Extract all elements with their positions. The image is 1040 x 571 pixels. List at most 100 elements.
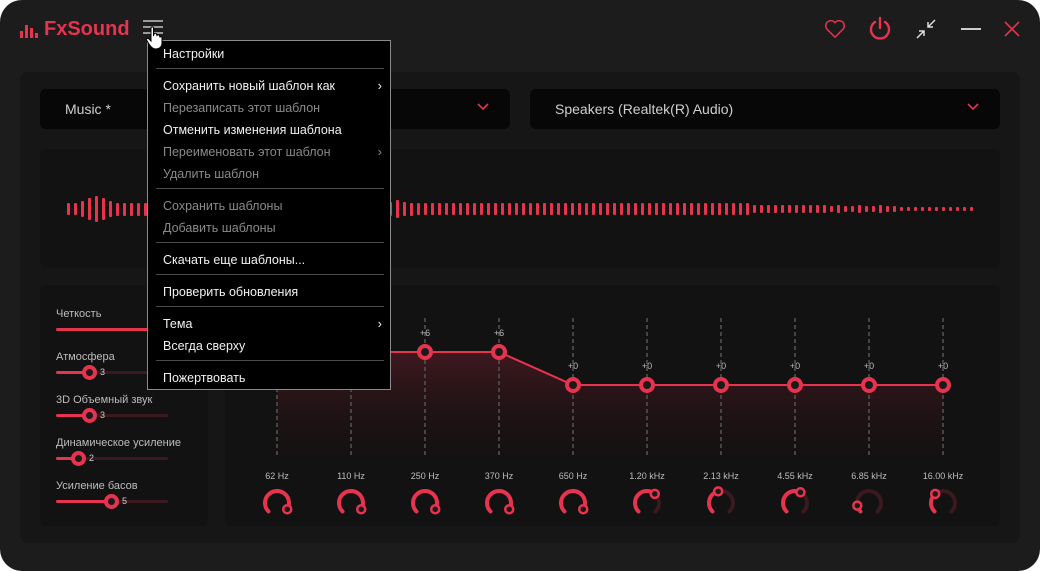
menu-item-label: Добавить шаблоны [163,221,276,235]
visualizer-bar [473,203,476,215]
output-device-dropdown[interactable]: Speakers (Realtek(R) Audio) [530,89,1000,129]
chevron-down-icon [476,101,490,115]
visualizer-bar [690,203,693,215]
eq-gain-label: +0 [937,361,949,371]
eq-knob-indicator[interactable] [929,488,941,500]
visualizer-bar [550,203,553,215]
eq-gain-label: +0 [567,361,579,371]
menu-item-label: Пожертвовать [163,371,246,385]
eq-knob[interactable] [559,489,587,514]
close-icon[interactable] [997,14,1027,44]
menu-item[interactable]: Тема › [163,314,382,334]
menu-item-label: Отменить изменения шаблона [163,123,342,137]
menu-item-label: Проверить обновления [163,285,299,299]
eq-knob-indicator[interactable] [712,486,724,497]
slider-thumb[interactable] [71,451,86,466]
visualizer-bar [907,207,910,211]
effect-label: Четкость [56,308,102,320]
menu-item[interactable]: Настройки [163,44,382,64]
menu-item[interactable]: Удалить шаблон [163,164,382,184]
eq-band-handle[interactable] [565,377,581,393]
visualizer-bar [886,205,889,213]
effect-slider[interactable]: 2 [56,451,168,466]
visualizer-bar [774,205,777,213]
eq-knob-indicator[interactable] [577,504,589,515]
menu-item[interactable]: Добавить шаблоны [163,218,382,238]
minimize-icon[interactable] [956,14,986,44]
slider-fill [56,500,111,503]
effect-label: Усиление басов [56,480,138,492]
visualizer-bar [655,203,658,215]
visualizer-bar [697,203,700,215]
eq-band-handle[interactable] [935,377,951,393]
visualizer-bar [711,203,714,215]
eq-knob-indicator[interactable] [852,500,863,511]
eq-knob[interactable] [263,489,291,514]
visualizer-bar [515,203,518,215]
menu-item[interactable]: Пожертвовать [163,368,382,388]
visualizer-bar [816,205,819,213]
visualizer-bar [137,202,140,216]
slider-thumb[interactable] [82,408,97,423]
eq-band-handle[interactable] [639,377,655,393]
menu-item[interactable]: Сохранить новый шаблон как › [163,76,382,96]
effect-slider[interactable]: 3 [56,365,168,380]
eq-knob[interactable] [485,489,513,514]
eq-band-handle[interactable] [417,344,433,360]
menu-item-label: Тема [163,317,193,331]
effect-label: Атмосфера [56,351,115,363]
visualizer-bar [970,207,973,211]
effect-label: 3D Объемный звук [56,394,153,406]
menu-item[interactable]: Всегда сверху [163,336,382,356]
eq-frequency-label: 650 Hz [558,471,588,481]
eq-knob-indicator[interactable] [649,488,661,500]
visualizer-bar [634,203,637,215]
eq-knob-indicator[interactable] [281,504,293,515]
menu-item-label: Перезаписать этот шаблон [163,101,321,115]
menu-separator [156,188,384,189]
visualizer-bar [501,203,504,215]
favorite-heart-icon[interactable] [820,14,850,44]
effect-slider[interactable]: 3 [56,408,168,423]
menu-item[interactable]: Сохранить шаблоны [163,196,382,216]
visualizer-bar [438,203,441,215]
hand-cursor-icon [145,26,163,55]
effect-value: 5 [122,496,128,506]
eq-knob-indicator[interactable] [355,504,367,515]
menu-separator [156,306,384,307]
power-icon[interactable] [865,14,895,44]
effect-slider[interactable]: 5 [56,494,168,509]
output-device-value: Speakers (Realtek(R) Audio) [555,101,734,117]
eq-knob-indicator[interactable] [503,504,515,515]
eq-knob[interactable] [337,489,365,514]
visualizer-bar [767,205,770,213]
menu-item[interactable]: Переименовать этот шаблон › [163,142,382,162]
eq-band-handle[interactable] [491,344,507,360]
slider-thumb[interactable] [104,494,119,509]
collapse-icon[interactable] [911,14,941,44]
visualizer-bar [88,197,91,221]
visualizer-bar [620,203,623,215]
visualizer-bar [606,203,609,215]
visualizer-bar [123,202,126,216]
menu-item[interactable]: Проверить обновления [163,282,382,302]
menu-item[interactable]: Скачать еще шаблоны... [163,250,382,270]
eq-knob-indicator[interactable] [795,487,806,498]
visualizer-bar [746,203,749,215]
visualizer-bar [935,207,938,211]
eq-band-handle[interactable] [787,377,803,393]
visualizer-bar [536,203,539,215]
slider-fill [56,371,89,374]
eq-knob-indicator[interactable] [429,504,441,515]
visualizer-bar [452,203,455,215]
visualizer-bar [431,203,434,215]
visualizer-bar [788,205,791,213]
menu-item[interactable]: Перезаписать этот шаблон [163,98,382,118]
eq-knob[interactable] [411,489,439,514]
eq-gain-label: +0 [715,361,727,371]
visualizer-bar [900,207,903,211]
menu-item[interactable]: Отменить изменения шаблона [163,120,382,140]
eq-band-handle[interactable] [713,377,729,393]
slider-thumb[interactable] [82,365,97,380]
eq-band-handle[interactable] [861,377,877,393]
